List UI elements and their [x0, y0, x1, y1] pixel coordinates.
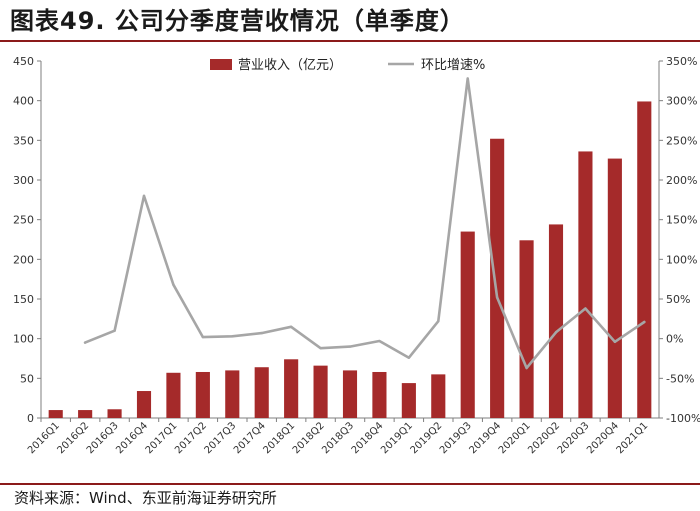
y-left-tick-label: 200: [13, 253, 34, 266]
qoq-growth-point: [407, 356, 411, 359]
revenue-bar: [225, 370, 240, 418]
source-note: 资料来源：Wind、东亚前海证券研究所: [14, 489, 277, 507]
qoq-growth-point: [260, 331, 263, 335]
y-left-tick-label: 100: [13, 333, 34, 346]
y-left-tick-label: 450: [13, 55, 34, 68]
qoq-growth-point: [348, 345, 352, 348]
y-left-tick-label: 0: [27, 412, 34, 425]
qoq-growth-point: [584, 307, 587, 310]
qoq-growth-point: [378, 339, 381, 343]
qoq-growth-point: [289, 325, 293, 328]
bar-series: [48, 101, 652, 419]
revenue-bar: [490, 138, 505, 418]
y-right-tick-label: 0%: [666, 333, 683, 346]
revenue-bar: [342, 370, 358, 418]
revenue-bar: [637, 101, 652, 419]
qoq-growth-point: [554, 331, 558, 334]
y-right-tick-label: 100%: [666, 253, 697, 266]
y-right-tick-label: 300%: [666, 95, 697, 108]
qoq-growth-point: [525, 366, 528, 370]
figure-title: 图表49. 公司分季度营收情况（单季度）: [10, 7, 465, 35]
qoq-growth-point: [231, 335, 234, 338]
y-left-tick-label: 350: [13, 134, 34, 147]
y-left-tick-label: 250: [13, 214, 34, 227]
revenue-bar: [166, 372, 181, 418]
y-right-tick-label: 250%: [666, 134, 697, 147]
revenue-bar: [254, 367, 269, 418]
revenue-bar: [460, 231, 475, 418]
revenue-bar: [548, 224, 564, 418]
y-right-tick-label: 200%: [666, 174, 697, 187]
qoq-growth-point: [466, 77, 469, 80]
y-right-tick-label: -50%: [666, 372, 694, 385]
x-tick-label: 2021Q1: [615, 420, 651, 456]
revenue-bar: [519, 240, 534, 418]
title-rule: [0, 40, 700, 42]
qoq-growth-point: [643, 320, 646, 324]
legend-label-revenue: 营业收入（亿元）: [238, 58, 342, 73]
revenue-bar: [578, 151, 593, 418]
line-series: [83, 77, 646, 370]
y-left-tick-label: 300: [13, 174, 34, 187]
y-left-tick-label: 150: [13, 293, 34, 306]
qoq-growth-point: [495, 296, 499, 299]
legend: 营业收入（亿元） 环比增速%: [210, 58, 485, 73]
qoq-growth-line: [83, 77, 646, 370]
revenue-bar: [401, 383, 416, 418]
qoq-growth-point: [172, 283, 175, 286]
y-left-tick-label: 50: [20, 372, 34, 385]
revenue-bar: [195, 371, 210, 418]
y-right-tick-label: 50%: [666, 293, 690, 306]
qoq-growth-point: [437, 320, 440, 323]
qoq-growth-point: [613, 340, 617, 344]
qoq-growth-point: [201, 335, 205, 339]
qoq-growth-point: [113, 329, 116, 332]
revenue-chart: 0 50 100 150 200 250 300 350 400 450 -100% -50% 0% 50…: [13, 55, 700, 456]
qoq-growth-point: [319, 346, 322, 350]
revenue-bar: [136, 391, 152, 418]
y-right-tick-label: 350%: [666, 55, 697, 68]
legend-swatch-revenue: [210, 59, 232, 70]
y-right-tick-label: 150%: [666, 214, 697, 227]
y-left-tick-label: 400: [13, 95, 34, 108]
revenue-bar: [313, 365, 328, 418]
source-rule: [0, 483, 700, 485]
y-right-tick-label: -100%: [666, 412, 700, 425]
revenue-bar: [107, 409, 122, 418]
legend-label-growth: 环比增速%: [421, 58, 485, 73]
revenue-bar: [431, 374, 446, 418]
qoq-growth-point: [83, 341, 87, 344]
revenue-bar: [48, 410, 63, 418]
qoq-growth-point: [142, 194, 146, 198]
revenue-bar: [607, 158, 622, 418]
revenue-bar: [284, 359, 299, 418]
revenue-bar: [372, 371, 387, 418]
revenue-bar: [78, 410, 93, 418]
